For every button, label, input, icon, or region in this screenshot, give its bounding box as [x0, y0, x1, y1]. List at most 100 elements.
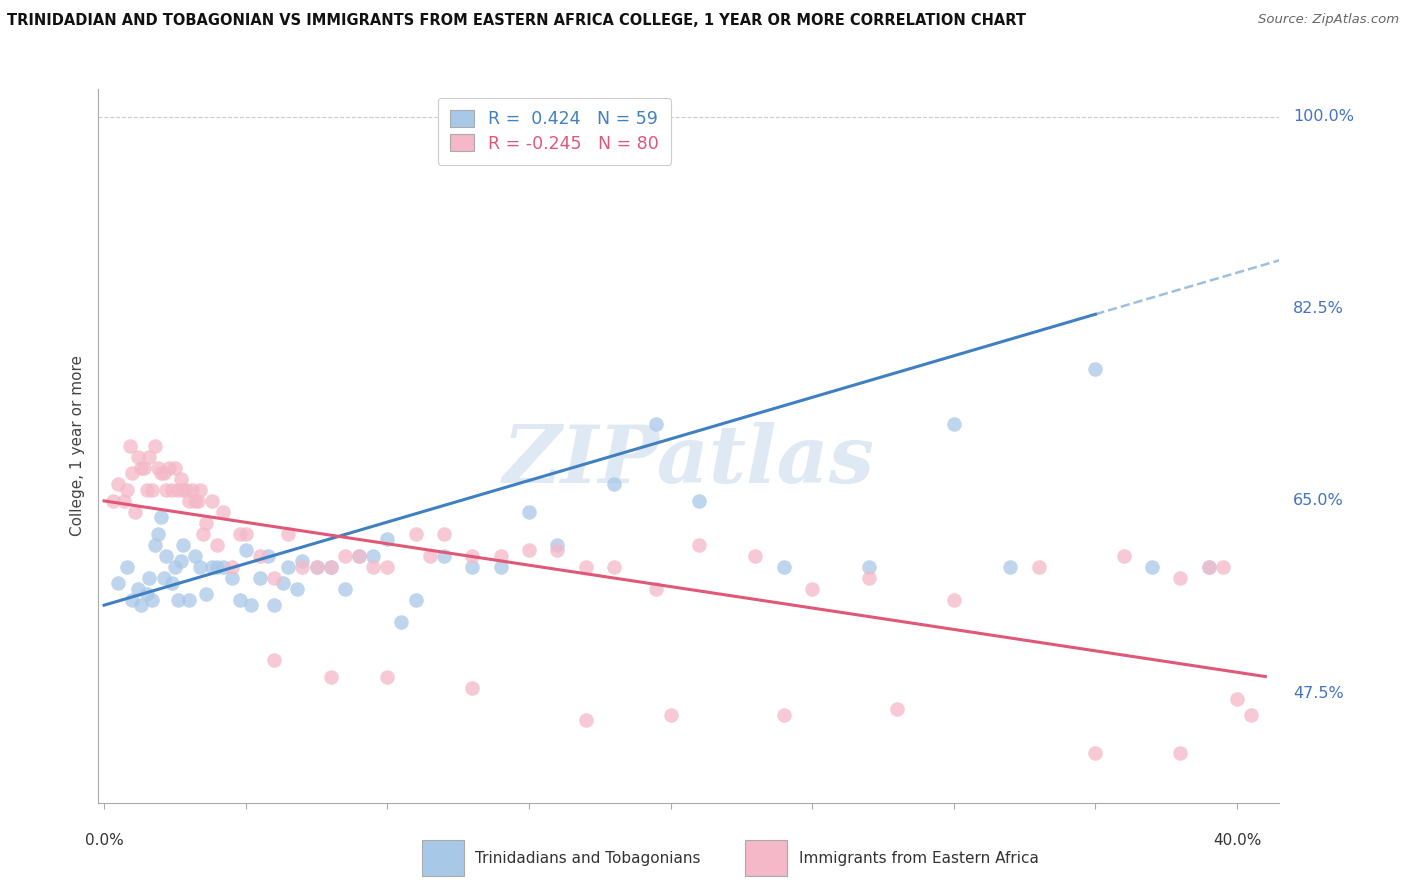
Point — [574, 559, 596, 574]
Point — [942, 417, 965, 431]
Point — [212, 559, 235, 574]
Point — [177, 494, 200, 508]
Point — [129, 461, 152, 475]
Text: 65.0%: 65.0% — [1294, 493, 1344, 508]
Point — [1198, 559, 1220, 574]
Point — [152, 571, 174, 585]
Point — [461, 549, 484, 563]
Point — [1140, 559, 1163, 574]
Point — [285, 582, 308, 596]
Point — [263, 598, 285, 612]
Point — [135, 587, 157, 601]
Point — [141, 483, 163, 497]
Point — [433, 526, 456, 541]
Text: Immigrants from Eastern Africa: Immigrants from Eastern Africa — [799, 851, 1039, 865]
Point — [180, 483, 202, 497]
Point — [1226, 691, 1249, 706]
Point — [163, 461, 186, 475]
Point — [333, 549, 356, 563]
Point — [201, 559, 224, 574]
Point — [405, 526, 427, 541]
Point — [229, 592, 252, 607]
Point — [277, 526, 299, 541]
Point — [391, 615, 413, 629]
Point — [221, 559, 243, 574]
Point — [1198, 559, 1220, 574]
Point — [1168, 747, 1191, 761]
Point — [235, 543, 257, 558]
Point — [886, 702, 908, 716]
Y-axis label: College, 1 year or more: College, 1 year or more — [69, 356, 84, 536]
Point — [405, 592, 427, 607]
Point — [319, 559, 342, 574]
Point — [1112, 549, 1135, 563]
Point — [193, 526, 215, 541]
Point — [107, 477, 129, 491]
Point — [249, 549, 271, 563]
Point — [177, 592, 200, 607]
Point — [574, 714, 596, 728]
Point — [461, 681, 484, 695]
Point — [688, 494, 710, 508]
Point — [166, 483, 188, 497]
Point — [118, 439, 141, 453]
Point — [149, 510, 172, 524]
Point — [195, 587, 218, 601]
Point — [1084, 747, 1107, 761]
Point — [277, 559, 299, 574]
Point — [645, 582, 668, 596]
Point — [121, 592, 143, 607]
Point — [291, 559, 314, 574]
Point — [347, 549, 370, 563]
Point — [187, 494, 209, 508]
Point — [489, 549, 512, 563]
Point — [1212, 559, 1234, 574]
Point — [212, 505, 235, 519]
Point — [517, 543, 540, 558]
Point — [772, 559, 794, 574]
Point — [183, 494, 205, 508]
Point — [146, 526, 169, 541]
Point — [659, 708, 682, 723]
Point — [163, 559, 186, 574]
Text: Source: ZipAtlas.com: Source: ZipAtlas.com — [1258, 13, 1399, 27]
Point — [433, 549, 456, 563]
Point — [155, 483, 177, 497]
Point — [517, 505, 540, 519]
Point — [546, 543, 568, 558]
Point — [240, 598, 263, 612]
Text: 82.5%: 82.5% — [1294, 301, 1344, 317]
Point — [263, 653, 285, 667]
Point — [1240, 708, 1263, 723]
Point — [361, 559, 384, 574]
Text: 100.0%: 100.0% — [1294, 109, 1354, 124]
Point — [190, 559, 212, 574]
Point — [942, 592, 965, 607]
Point — [207, 559, 229, 574]
Legend: R =  0.424   N = 59, R = -0.245   N = 80: R = 0.424 N = 59, R = -0.245 N = 80 — [437, 98, 671, 165]
Point — [146, 461, 169, 475]
Point — [115, 559, 138, 574]
Point — [138, 571, 160, 585]
Point — [160, 483, 183, 497]
Point — [143, 439, 166, 453]
Point — [361, 549, 384, 563]
Point — [141, 592, 163, 607]
Point — [319, 669, 342, 683]
Point — [1168, 571, 1191, 585]
Text: 0.0%: 0.0% — [84, 833, 124, 848]
Text: 47.5%: 47.5% — [1294, 686, 1344, 700]
Text: 40.0%: 40.0% — [1213, 833, 1261, 848]
Point — [858, 571, 880, 585]
Point — [166, 592, 188, 607]
Point — [1000, 559, 1022, 574]
Point — [305, 559, 328, 574]
Point — [1084, 362, 1107, 376]
Point — [129, 598, 152, 612]
Point — [221, 571, 243, 585]
Point — [132, 461, 155, 475]
Point — [257, 549, 280, 563]
Point — [172, 483, 194, 497]
Point — [347, 549, 370, 563]
Point — [183, 549, 205, 563]
